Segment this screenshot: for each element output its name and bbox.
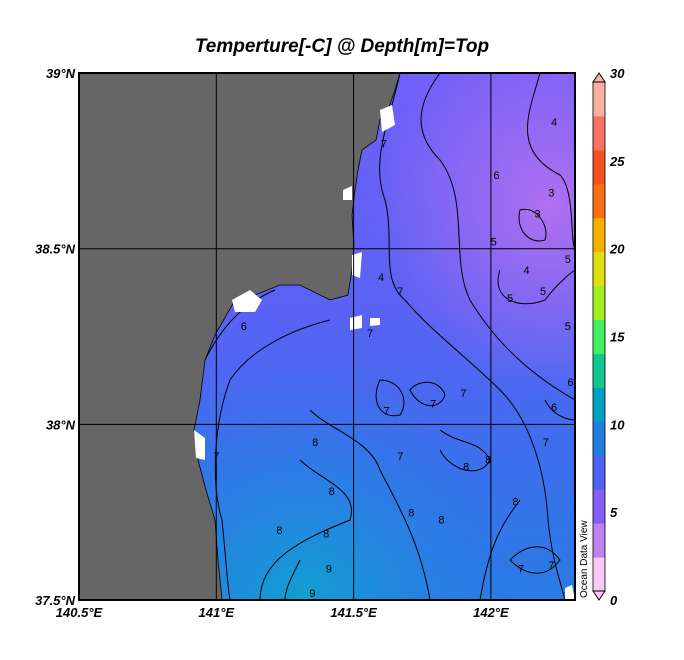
colorbar-segment: [593, 455, 605, 490]
contour-lines: [204, 72, 576, 601]
contour-label: 5: [540, 286, 546, 298]
contour-label: 8: [463, 462, 469, 474]
contour-labels: 76543345555664756787777787888888889977: [175, 117, 574, 600]
colorbar-tick-label: 15: [610, 330, 625, 345]
colorbar-frame: [592, 81, 606, 592]
contour-label: 5: [565, 321, 571, 333]
lat-tick-label: 38.5°N: [35, 242, 76, 257]
contour-label: 8: [323, 528, 329, 540]
colorbar-tick-label: 20: [609, 242, 625, 257]
contour-label: 7: [430, 398, 436, 410]
colorbar-tick-label: 5: [610, 505, 618, 520]
colorbar-segment: [593, 523, 605, 558]
contour-label: 7: [543, 437, 549, 449]
lat-tick-label: 38°N: [46, 417, 76, 432]
colorbar-segment: [593, 353, 605, 388]
graticule: [79, 73, 575, 600]
colorbar-max-arrow: [592, 72, 606, 83]
colorbar-segment: [593, 557, 605, 592]
colorbar-segment: [593, 285, 605, 321]
contour-label: 6: [551, 402, 557, 414]
map-axes: 140.5°E 141°E 141.5°E 142°E 39°N 38.5°N 38°N 37…: [35, 66, 509, 620]
contour-label: 7: [383, 405, 389, 417]
land-mask: [78, 72, 401, 601]
colorbar-segment: [593, 217, 605, 253]
contour-label: 9: [309, 588, 315, 600]
contour-label: 8: [513, 497, 519, 509]
map-plot-area: 76543345555664756787777787888888889977 1…: [35, 66, 576, 620]
colorbar-segment: [593, 421, 605, 456]
colorbar-segment: [593, 387, 605, 422]
contour-label: 8: [485, 455, 491, 467]
colorbar-segment: [593, 251, 605, 287]
contour-label: 7: [518, 563, 524, 575]
contour-label: 7: [397, 286, 403, 298]
colorbar-min-arrow: [592, 590, 606, 601]
contour-label: 8: [312, 437, 318, 449]
contour-label: 5: [491, 237, 497, 249]
contour-label: 4: [551, 117, 557, 129]
map-frame: [78, 72, 576, 601]
map-title: Temperture[-C] @ Depth[m]=Top: [194, 36, 490, 57]
lat-tick-label: 37.5°N: [35, 593, 76, 608]
contour-label: 8: [329, 486, 335, 498]
colorbar: 0 5 10 15 20 25 30: [592, 66, 625, 608]
contour-label: 7: [381, 138, 387, 150]
contour-label: 5: [565, 254, 571, 266]
contour-label: 6: [493, 170, 499, 182]
colorbar-tick-label: 30: [610, 66, 625, 81]
watermark: Ocean Data View: [579, 520, 590, 598]
colorbar-segment: [593, 319, 605, 354]
colorbar-tick-label: 10: [610, 417, 625, 432]
contour-label: 7: [460, 388, 466, 400]
contour-label: 3: [548, 187, 554, 199]
missing-data-patches: [194, 105, 575, 600]
contour-label: 6: [567, 377, 573, 389]
contour-label: 6: [241, 321, 247, 333]
contour-label: 4: [378, 272, 384, 284]
contour-label: 8: [276, 525, 282, 537]
contour-label: 4: [524, 265, 530, 277]
lon-tick-label: 141.5°E: [330, 605, 377, 620]
colorbar-tick-label: 25: [609, 154, 625, 169]
contour-label: 5: [507, 293, 513, 305]
colorbar-tick-label: 0: [610, 593, 618, 608]
lon-tick-label: 141°E: [199, 605, 235, 620]
colorbar-segment: [593, 489, 605, 524]
contour-label: 3: [535, 209, 541, 221]
contour-label: 7: [548, 560, 554, 572]
contour-label: 8: [438, 514, 444, 526]
contour-label: 9: [326, 563, 332, 575]
lat-tick-label: 39°N: [46, 66, 76, 81]
lon-tick-label: 140.5°E: [56, 605, 103, 620]
contour-label: 7: [367, 328, 373, 340]
contour-label: 8: [408, 507, 414, 519]
colorbar-segment: [593, 115, 605, 151]
colorbar-segment: [593, 82, 605, 117]
lon-tick-label: 142°E: [473, 605, 509, 620]
colorbar-segment: [593, 149, 605, 185]
contour-label: 7: [397, 451, 403, 463]
colorbar-segment: [593, 183, 605, 219]
